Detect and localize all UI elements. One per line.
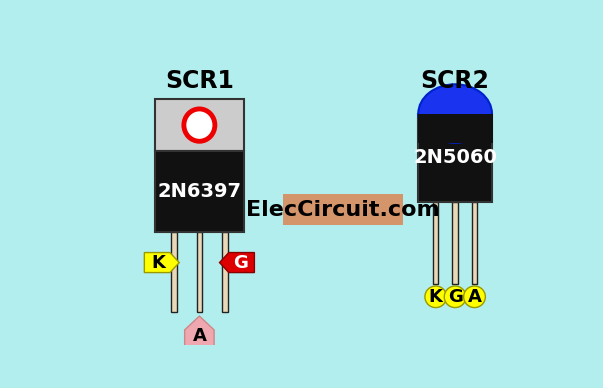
Text: SCR1: SCR1	[165, 69, 234, 93]
Text: ElecCircuit.com: ElecCircuit.com	[246, 200, 440, 220]
Text: SCR2: SCR2	[421, 69, 490, 93]
Circle shape	[464, 286, 485, 308]
Bar	[155, 151, 244, 232]
Bar	[283, 194, 403, 225]
Text: K: K	[429, 288, 443, 306]
Text: 2N6397: 2N6397	[157, 182, 241, 201]
Bar	[472, 202, 477, 284]
Polygon shape	[219, 253, 254, 273]
Bar	[417, 114, 493, 143]
Bar	[418, 114, 492, 202]
Polygon shape	[185, 316, 214, 347]
Bar	[223, 232, 228, 312]
Text: G: G	[447, 288, 463, 306]
Text: 2N5060: 2N5060	[413, 148, 497, 167]
Ellipse shape	[418, 84, 492, 143]
Circle shape	[425, 286, 447, 308]
Text: A: A	[192, 327, 206, 345]
Bar	[171, 232, 177, 312]
Bar	[452, 202, 458, 284]
Ellipse shape	[184, 109, 215, 141]
Text: G: G	[233, 254, 248, 272]
Text: A: A	[467, 288, 481, 306]
Text: K: K	[151, 254, 165, 272]
Polygon shape	[144, 253, 179, 273]
Bar	[197, 232, 202, 312]
Bar	[155, 99, 244, 151]
Circle shape	[444, 286, 466, 308]
Bar	[433, 202, 438, 284]
